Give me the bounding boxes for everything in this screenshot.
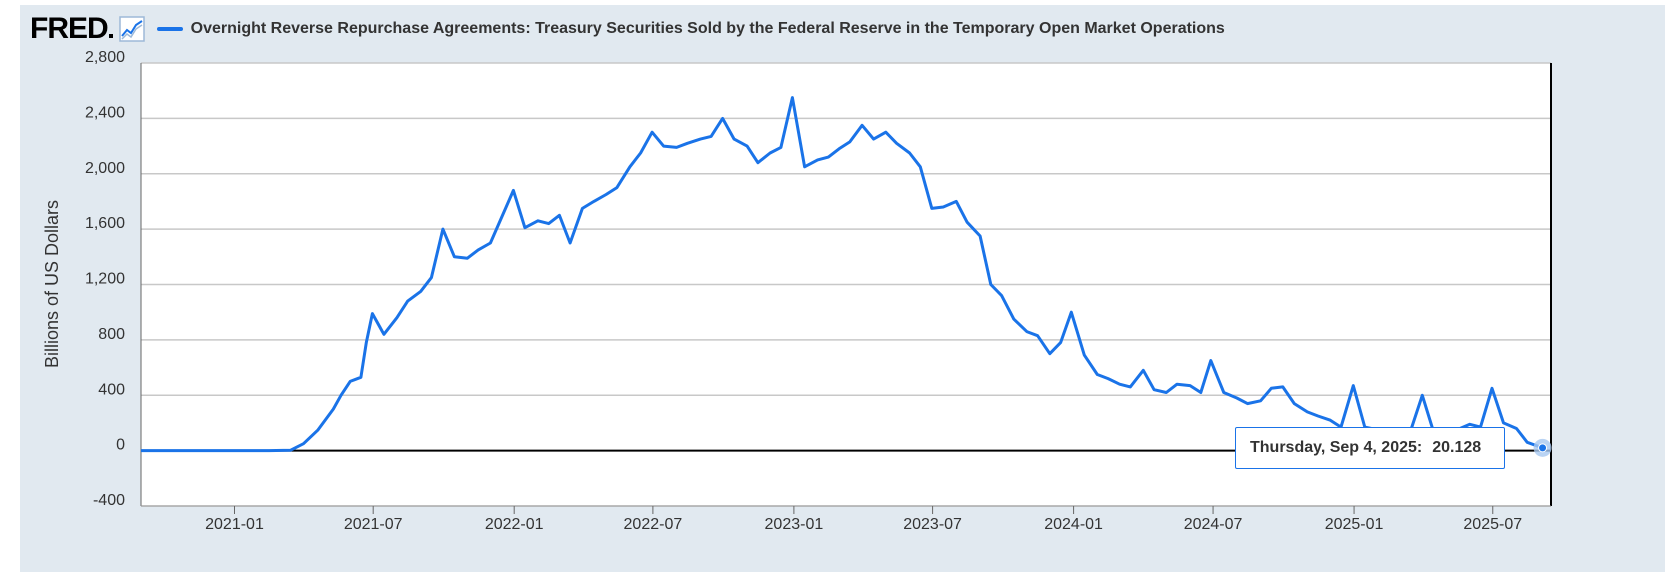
series-line — [141, 96, 1544, 453]
x-tick-label: 2023-01 — [765, 516, 824, 533]
chart-header: FRED Overnight Reverse Repurchase Agreem… — [30, 12, 1225, 46]
y-axis: -400 0 400 800 1,200 1,600 2,000 2,400 2,800 — [85, 49, 125, 509]
y-tick-label: 2,800 — [85, 49, 125, 66]
y-tick-label: 800 — [98, 326, 125, 343]
y-tick-label: 1,600 — [85, 215, 125, 232]
fred-logo[interactable]: FRED — [30, 14, 113, 44]
x-tick-label: 2021-07 — [344, 516, 403, 533]
x-tick-label: 2022-01 — [485, 516, 544, 533]
tooltip-date: Thursday, Sep 4, 2025: — [1250, 439, 1423, 456]
x-tick-label: 2025-07 — [1463, 516, 1522, 533]
x-tick-label: 2023-07 — [903, 516, 962, 533]
x-tick-label: 2025-01 — [1325, 516, 1384, 533]
x-tick-label: 2021-01 — [205, 516, 264, 533]
hover-marker-point — [1538, 443, 1548, 453]
y-tick-label: 0 — [116, 437, 125, 454]
x-axis: 2021-01 2021-07 2022-01 2022-07 2023-01 2023-… — [205, 506, 1522, 533]
x-tick-label: 2024-01 — [1044, 516, 1103, 533]
y-axis-label: Billions of US Dollars — [42, 200, 62, 368]
tooltip-value: 20.128 — [1432, 439, 1482, 456]
series-group — [141, 96, 1552, 457]
legend-label[interactable]: Overnight Reverse Repurchase Agreements:… — [190, 20, 1225, 37]
grid-lines — [140, 62, 1552, 507]
x-tick-label: 2024-07 — [1184, 516, 1243, 533]
y-tick-label: 1,200 — [85, 271, 125, 288]
data-tooltip: Thursday, Sep 4, 2025: 20.128 — [1235, 427, 1505, 469]
y-tick-label: 400 — [98, 381, 125, 398]
y-tick-label: -400 — [93, 492, 125, 509]
x-tick-label: 2022-07 — [624, 516, 683, 533]
graph-icon[interactable] — [118, 16, 145, 42]
y-tick-label: 2,400 — [85, 104, 125, 121]
legend-line-icon — [156, 27, 183, 31]
y-tick-label: 2,000 — [85, 160, 125, 177]
